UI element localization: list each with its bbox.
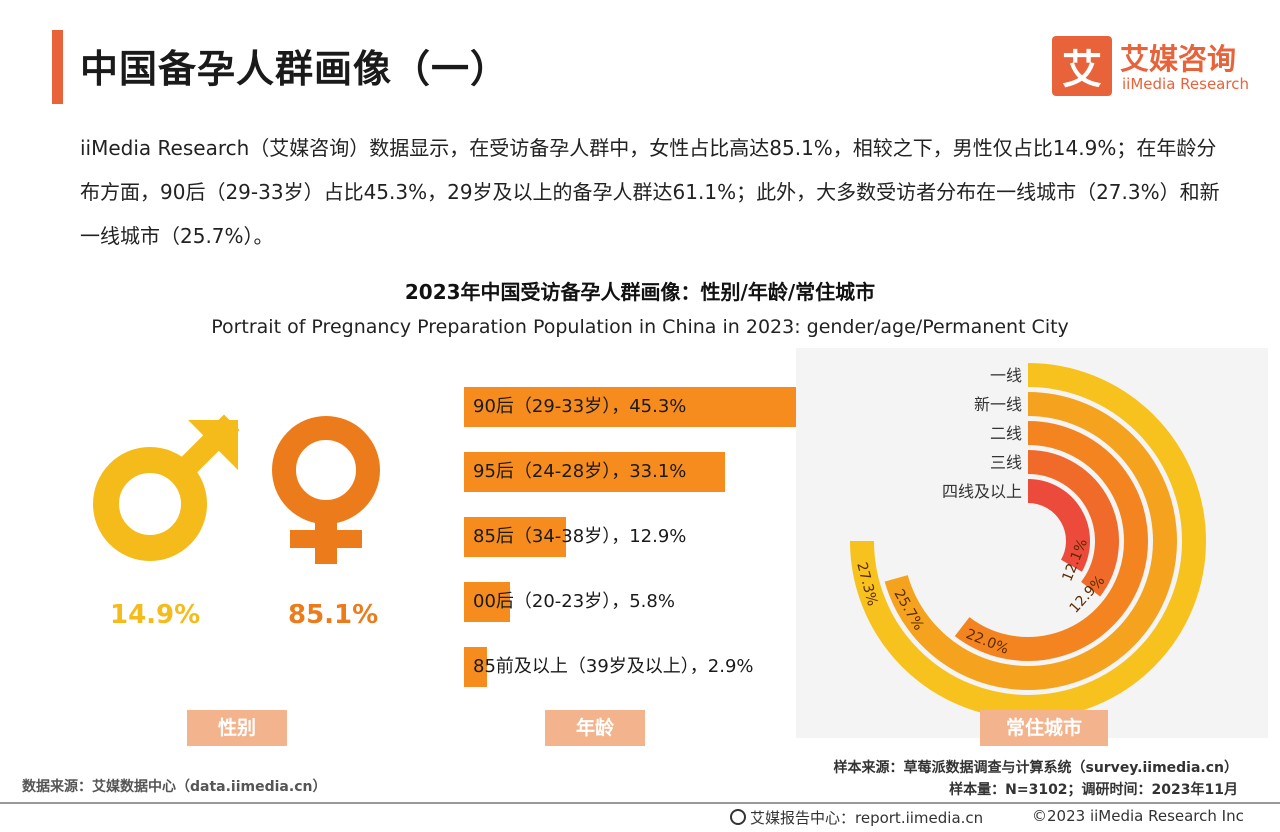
footer-report-text: 艾媒报告中心：report.iimedia.cn [750, 809, 984, 827]
city-arc [1027, 479, 1090, 572]
footer-copyright: ©2023 iiMedia Research Inc [1032, 807, 1244, 825]
age-bar-label: 00后（20-23岁），5.8% [473, 591, 675, 612]
male-symbol-icon [93, 414, 240, 561]
footer-divider [0, 802, 1280, 804]
age-bar-label: 90后（29-33岁），45.3% [473, 396, 687, 417]
data-source: 数据来源：艾媒数据中心（data.iimedia.cn） [22, 779, 327, 795]
city-arc [954, 421, 1148, 661]
globe-icon [730, 809, 746, 825]
city-category-label: 三线 [990, 453, 1022, 472]
age-bar [464, 452, 725, 492]
age-bar-label: 95后（24-28岁），33.1% [473, 461, 687, 482]
title-accent-bar [52, 30, 63, 104]
city-category-label: 二线 [990, 424, 1022, 443]
city-arc [1027, 450, 1119, 597]
city-category-label: 新一线 [974, 395, 1022, 414]
tag-city: 常住城市 [980, 710, 1108, 746]
city-arc [884, 392, 1177, 690]
female-symbol-icon [272, 416, 380, 564]
intro-paragraph: iiMedia Research（艾媒咨询）数据显示，在受访备孕人群中，女性占比… [80, 136, 1220, 248]
brand-logo: 艾 艾媒咨询 iiMedia Research [1052, 36, 1262, 100]
city-arc [850, 363, 1206, 719]
page-title: 中国备孕人群画像（一） [80, 47, 510, 91]
chart-subtitle: Portrait of Pregnancy Preparation Popula… [211, 316, 1069, 338]
city-category-label: 四线及以上 [942, 482, 1022, 501]
age-bar [464, 647, 487, 687]
logo-mark-icon: 艾 [1052, 36, 1112, 96]
female-percentage: 85.1% [288, 600, 379, 630]
tag-gender: 性别 [187, 710, 287, 746]
logo-text-en: iiMedia Research [1122, 75, 1249, 93]
sample-source: 样本来源：草莓派数据调查与计算系统（survey.iimedia.cn） [833, 760, 1238, 776]
footer-report-link[interactable]: 艾媒报告中心：report.iimedia.cn [730, 807, 983, 828]
sample-size: 样本量：N=3102；调研时间：2023年11月 [949, 782, 1238, 798]
logo-text-cn: 艾媒咨询 [1120, 42, 1237, 76]
age-bar [464, 582, 510, 622]
male-percentage: 14.9% [110, 600, 201, 630]
tag-age: 年龄 [545, 710, 645, 746]
age-bar-chart: 90后（29-33岁），45.3% 95后（24-28岁），33.1% 85后（34… [464, 380, 824, 700]
age-bar-label: 85后（34-38岁），12.9% [473, 526, 687, 547]
age-bar-label: 85前及以上（39岁及以上），2.9% [473, 656, 754, 677]
chart-title: 2023年中国受访备孕人群画像：性别/年龄/常住城市 [404, 280, 876, 304]
city-category-label: 一线 [990, 366, 1022, 385]
age-bar [464, 517, 566, 557]
age-bar [464, 387, 821, 427]
